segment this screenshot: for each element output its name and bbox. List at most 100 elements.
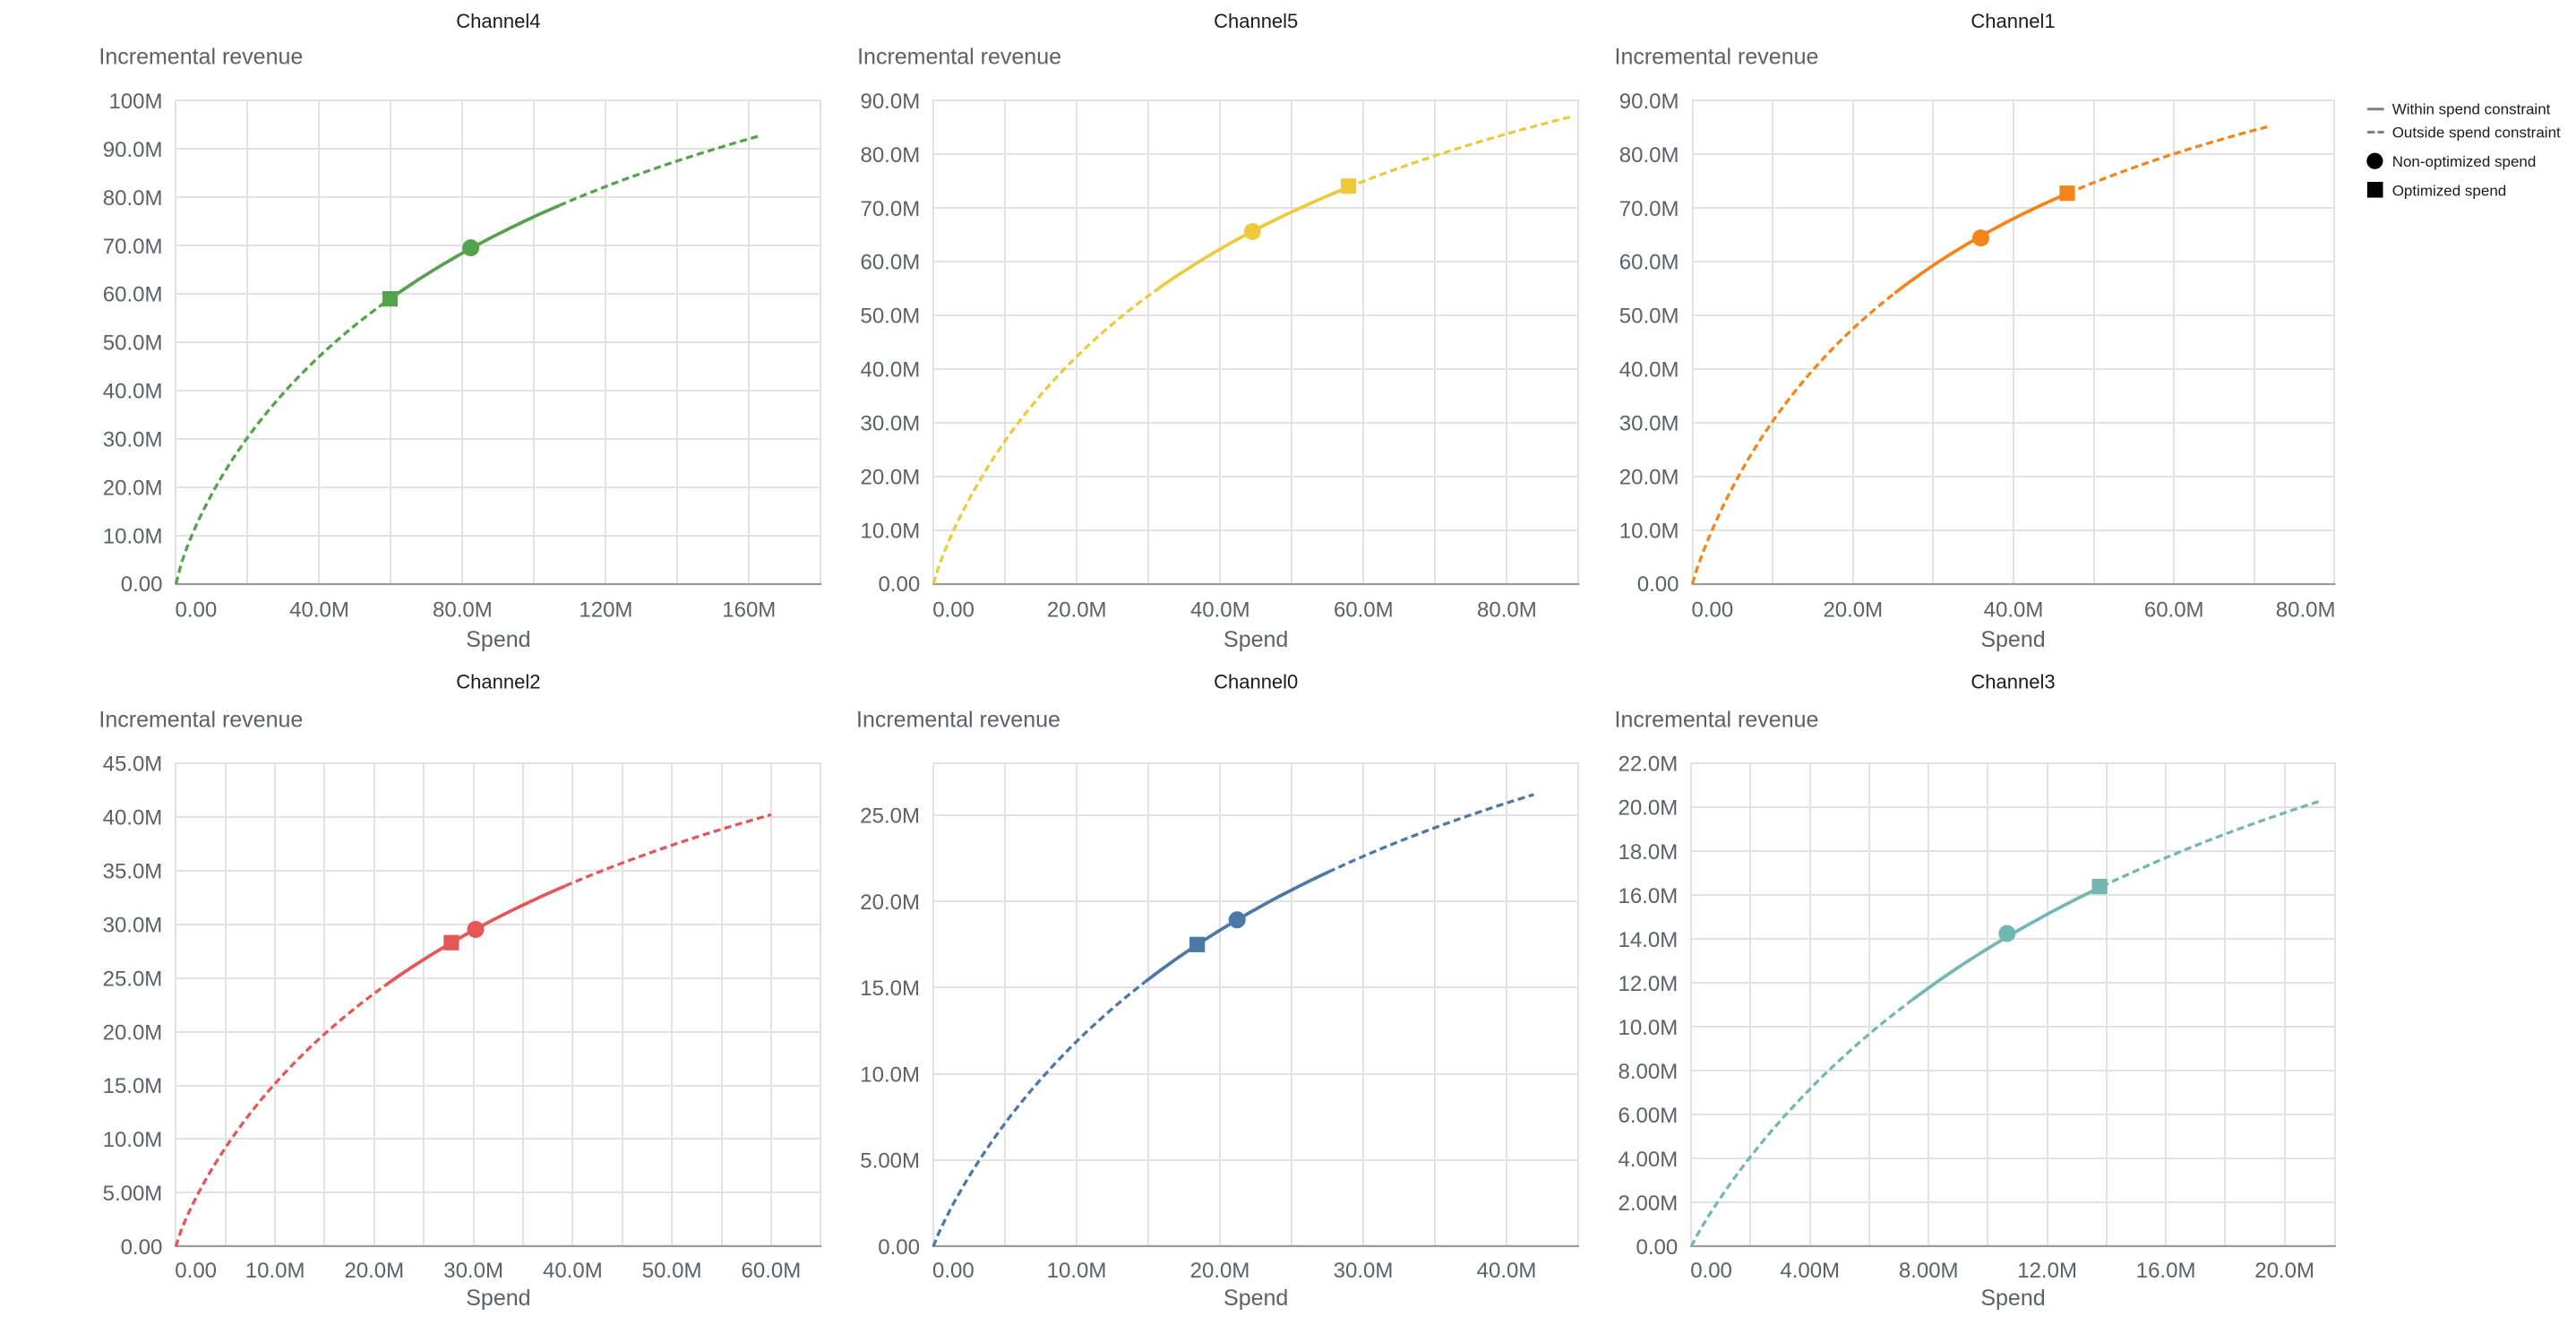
svg-text:Incremental revenue: Incremental revenue [99,708,303,733]
svg-text:20.0M: 20.0M [860,891,920,915]
svg-text:30.0M: 30.0M [860,412,920,436]
svg-text:20.0M: 20.0M [344,1259,404,1283]
svg-text:70.0M: 70.0M [1619,197,1679,221]
svg-text:Spend: Spend [466,627,530,652]
svg-text:Channel5: Channel5 [1214,10,1298,32]
svg-text:30.0M: 30.0M [1334,1259,1394,1283]
svg-text:40.0M: 40.0M [289,598,349,623]
svg-text:16.0M: 16.0M [1618,884,1678,908]
svg-text:60.0M: 60.0M [2144,598,2204,623]
svg-text:80.0M: 80.0M [1477,598,1537,623]
svg-text:20.0M: 20.0M [1823,598,1883,623]
svg-text:90.0M: 90.0M [1619,90,1679,114]
svg-text:0.00: 0.00 [878,1235,920,1260]
svg-text:40.0M: 40.0M [1619,358,1679,383]
svg-text:0.00: 0.00 [1690,1259,1732,1283]
svg-text:Spend: Spend [1980,627,2045,652]
svg-text:Channel0: Channel0 [1214,671,1298,693]
svg-text:12.0M: 12.0M [2017,1259,2077,1283]
svg-text:60.0M: 60.0M [860,251,920,275]
svg-text:Incremental revenue: Incremental revenue [99,45,303,70]
svg-text:16.0M: 16.0M [2136,1259,2196,1283]
svg-text:0.00: 0.00 [121,1235,163,1260]
svg-text:40.0M: 40.0M [1190,598,1250,623]
svg-text:Within spend constraint: Within spend constraint [2392,101,2551,118]
svg-text:6.00M: 6.00M [1618,1104,1678,1128]
svg-text:60.0M: 60.0M [742,1259,802,1283]
svg-text:50.0M: 50.0M [860,305,920,329]
svg-text:0.00: 0.00 [1692,598,1734,623]
svg-text:60.0M: 60.0M [1334,598,1394,623]
svg-text:60.0M: 60.0M [103,283,163,307]
svg-text:40.0M: 40.0M [543,1259,603,1283]
svg-text:20.0M: 20.0M [103,1020,163,1045]
svg-text:80.0M: 80.0M [860,143,920,168]
svg-text:20.0M: 20.0M [860,465,920,489]
svg-text:20.0M: 20.0M [1047,598,1107,623]
svg-text:Incremental revenue: Incremental revenue [1615,708,1819,733]
svg-text:0.00: 0.00 [176,598,218,623]
svg-text:45.0M: 45.0M [103,753,163,777]
svg-text:80.0M: 80.0M [433,598,493,623]
svg-text:40.0M: 40.0M [1984,598,2044,623]
svg-text:90.0M: 90.0M [860,90,920,114]
svg-text:30.0M: 30.0M [103,914,163,938]
svg-text:5.00M: 5.00M [103,1182,163,1206]
svg-text:10.0M: 10.0M [1618,1016,1678,1040]
svg-text:40.0M: 40.0M [1477,1259,1537,1283]
svg-text:0.00: 0.00 [1637,572,1679,597]
svg-text:Incremental revenue: Incremental revenue [856,708,1060,733]
svg-text:30.0M: 30.0M [1619,412,1679,436]
svg-text:20.0M: 20.0M [2254,1259,2314,1283]
svg-text:10.0M: 10.0M [103,1128,163,1152]
svg-text:25.0M: 25.0M [103,967,163,991]
svg-text:40.0M: 40.0M [103,380,163,404]
svg-text:Channel3: Channel3 [1971,671,2055,693]
svg-text:10.0M: 10.0M [245,1259,305,1283]
svg-text:Incremental revenue: Incremental revenue [1615,45,1819,70]
svg-text:50.0M: 50.0M [642,1259,702,1283]
svg-text:80.0M: 80.0M [1619,143,1679,168]
svg-text:25.0M: 25.0M [860,804,920,829]
svg-text:35.0M: 35.0M [103,860,163,884]
svg-text:20.0M: 20.0M [1190,1259,1250,1283]
svg-text:Spend: Spend [1980,1286,2045,1311]
svg-text:90.0M: 90.0M [103,138,163,162]
svg-text:18.0M: 18.0M [1618,840,1678,865]
svg-text:0.00: 0.00 [1636,1235,1678,1260]
svg-text:60.0M: 60.0M [1619,251,1679,275]
svg-text:30.0M: 30.0M [443,1259,503,1283]
svg-text:Non-optimized spend: Non-optimized spend [2392,153,2537,170]
svg-text:4.00M: 4.00M [1618,1148,1678,1172]
svg-text:100M: 100M [108,90,162,114]
svg-text:30.0M: 30.0M [103,427,163,452]
svg-text:Spend: Spend [1224,1286,1288,1311]
svg-text:20.0M: 20.0M [103,476,163,500]
svg-text:Channel1: Channel1 [1971,10,2055,32]
svg-text:50.0M: 50.0M [103,331,163,356]
svg-text:15.0M: 15.0M [103,1074,163,1098]
svg-text:Optimized spend: Optimized spend [2392,182,2507,199]
svg-text:Outside spend constraint: Outside spend constraint [2392,124,2561,141]
svg-text:120M: 120M [579,598,632,623]
svg-text:8.00M: 8.00M [1618,1060,1678,1084]
svg-text:15.0M: 15.0M [860,977,920,1001]
svg-text:20.0M: 20.0M [1619,465,1679,489]
svg-text:70.0M: 70.0M [103,235,163,259]
svg-text:Spend: Spend [1224,627,1288,652]
svg-text:20.0M: 20.0M [1618,796,1678,821]
svg-text:10.0M: 10.0M [1619,519,1679,543]
svg-text:80.0M: 80.0M [103,186,163,211]
svg-text:10.0M: 10.0M [1047,1259,1107,1283]
svg-text:0.00: 0.00 [121,572,163,597]
svg-text:0.00: 0.00 [932,1259,975,1283]
svg-text:22.0M: 22.0M [1618,753,1678,777]
svg-text:50.0M: 50.0M [1619,305,1679,329]
svg-text:160M: 160M [722,598,776,623]
svg-text:Incremental revenue: Incremental revenue [857,45,1061,70]
svg-text:70.0M: 70.0M [860,197,920,221]
svg-text:0.00: 0.00 [932,598,975,623]
svg-text:4.00M: 4.00M [1780,1259,1840,1283]
svg-text:10.0M: 10.0M [860,519,920,543]
svg-text:2.00M: 2.00M [1618,1192,1678,1216]
